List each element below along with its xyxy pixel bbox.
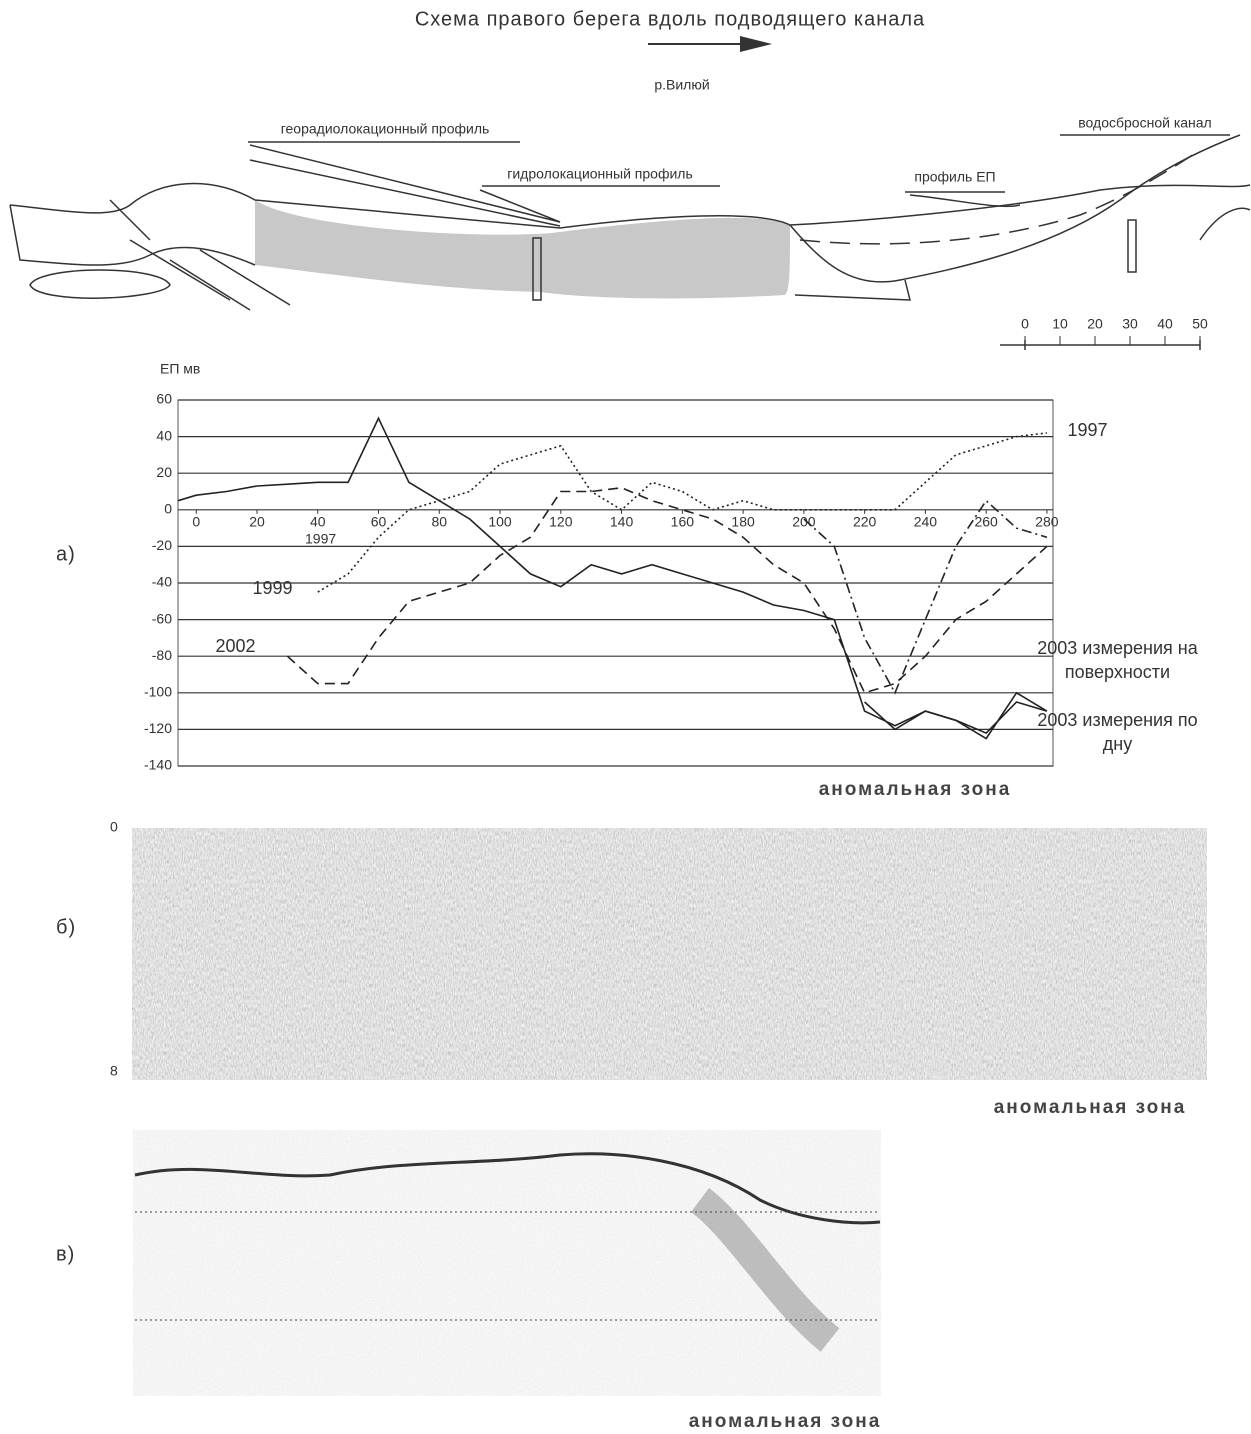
depth-label: 8	[110, 1063, 118, 1079]
series-label: 2002	[148, 634, 323, 658]
panel-label: б)	[56, 916, 76, 938]
x-tick-label: 220	[853, 514, 877, 530]
radargram	[132, 828, 1207, 1080]
x-tick-label: 40	[310, 514, 326, 530]
y-tick-label: 20	[156, 464, 172, 480]
x-tick-label: 240	[914, 514, 938, 530]
x-tick-label: 20	[249, 514, 265, 530]
river-label: р.Вилюй	[654, 77, 709, 93]
scheme-label: водосбросной канал	[1078, 115, 1211, 131]
x-tick-label: 120	[549, 514, 573, 530]
annotation: 1997	[305, 531, 336, 547]
y-tick-label: -40	[152, 574, 172, 590]
title: Схема правого берега вдоль подводящего к…	[415, 8, 925, 30]
scale-label: 20	[1087, 316, 1103, 332]
scheme-label: георадиолокационный профиль	[281, 121, 490, 137]
scale-label: 30	[1122, 316, 1138, 332]
x-tick-label: 160	[671, 514, 695, 530]
scheme-label: гидролокационный профиль	[507, 166, 693, 182]
scale-label: 10	[1052, 316, 1068, 332]
x-tick-label: 100	[488, 514, 512, 530]
caption: аномальная зона	[689, 1411, 882, 1432]
y-tick-label: 60	[156, 391, 172, 407]
series-line	[865, 693, 1047, 739]
x-tick-label: 0	[192, 514, 200, 530]
y-tick-label: -20	[152, 537, 172, 553]
series-label: 1997	[1000, 418, 1175, 442]
flow-arrow-head	[740, 36, 772, 52]
y-tick-label: 0	[164, 501, 172, 517]
scale-bar: 0 10 20 30 40 50	[1021, 316, 1208, 345]
scale-label: 40	[1157, 316, 1173, 332]
x-tick-label: 260	[974, 514, 998, 530]
x-tick-label: 60	[371, 514, 387, 530]
y-tick-label: 40	[156, 427, 172, 443]
caption: аномальная зона	[994, 1097, 1187, 1118]
series-label: 2003 измерения на поверхности	[1030, 636, 1205, 684]
page: Схема правого берега вдоль подводящего к…	[0, 0, 1251, 1434]
x-tick-label: 140	[610, 514, 634, 530]
y-tick-label: -60	[152, 610, 172, 626]
scale-label: 0	[1021, 316, 1029, 332]
y-axis-label: ЕП мв	[160, 361, 200, 377]
series-label: 1999	[185, 576, 360, 600]
scale-label: 50	[1192, 316, 1208, 332]
panel-label: а)	[56, 543, 76, 565]
x-tick-label: 80	[431, 514, 447, 530]
depth-label: 0	[110, 819, 118, 835]
y-tick-label: -100	[144, 684, 172, 700]
x-tick-label: 180	[731, 514, 755, 530]
caption: аномальная зона	[819, 779, 1012, 800]
x-tick-label: 200	[792, 514, 816, 530]
y-tick-label: -120	[144, 720, 172, 736]
series-label: 2003 измерения по дну	[1030, 708, 1205, 756]
scheme-label: профиль ЕП	[914, 169, 995, 185]
y-tick-label: -140	[144, 757, 172, 773]
x-tick-label: 280	[1035, 514, 1059, 530]
panel-label: в)	[56, 1243, 75, 1265]
